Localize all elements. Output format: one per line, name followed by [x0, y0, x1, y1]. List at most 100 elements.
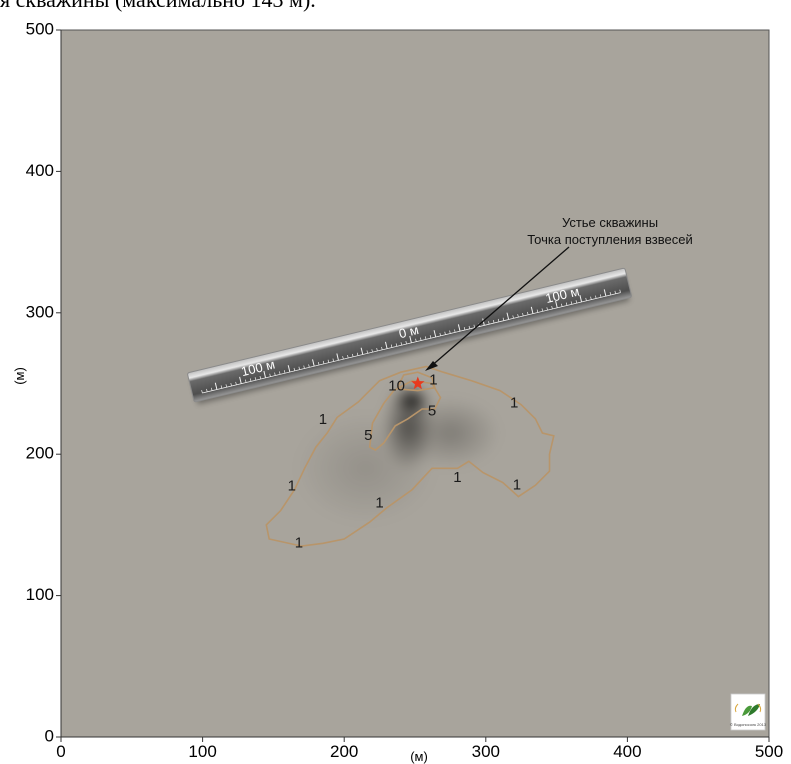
- ruler-tick: [283, 370, 286, 374]
- ruler-tick: [366, 350, 368, 354]
- y-axis-label: (м): [12, 367, 27, 385]
- ruler-tick: [400, 342, 403, 346]
- annotation-arrowhead: [425, 361, 438, 371]
- contour-label-2: 1: [319, 411, 327, 428]
- ruler-tick: [201, 390, 203, 394]
- ruler-tick: [420, 337, 422, 341]
- ruler-label-center: 0 м: [397, 322, 420, 341]
- ruler-tick: [384, 341, 388, 349]
- annotation-arrow: [428, 246, 570, 369]
- contour-label-4: 1: [295, 534, 303, 551]
- ruler-tick: [444, 331, 446, 335]
- ruler-tick: [599, 294, 602, 298]
- ruler-tick: [530, 306, 534, 314]
- ruler-tick: [390, 344, 393, 348]
- contour-label-3: 1: [288, 478, 296, 495]
- ruler-tick: [332, 358, 334, 362]
- axes: 0 100 200 300 400 500 0 100 200 300 400 500: [26, 19, 784, 761]
- ruler-tick: [360, 347, 364, 355]
- ruler-tick: [590, 296, 592, 300]
- ruler-tick: [327, 359, 330, 363]
- ruler-tick: [457, 324, 461, 332]
- ruler-tick: [609, 291, 612, 296]
- ruler-tick: [555, 300, 558, 308]
- x-tick-label: 200: [330, 742, 358, 761]
- ruler-tick: [269, 373, 271, 377]
- suspension-plume: [294, 380, 500, 525]
- ruler-tick: [522, 312, 524, 317]
- ruler-tick: [429, 335, 432, 339]
- ruler-tick: [488, 321, 490, 325]
- ruler-tick: [356, 352, 359, 356]
- ruler-tick: [352, 353, 354, 357]
- ruler-tick: [595, 295, 597, 299]
- ruler-tick: [259, 376, 262, 380]
- x-tick-label: 400: [613, 742, 641, 761]
- ruler-tick: [287, 365, 291, 373]
- ruler-tick: [561, 303, 563, 307]
- ruler-tick: [575, 300, 578, 304]
- contour-label-7: 1: [513, 476, 521, 493]
- plume-blob-3: [294, 411, 437, 525]
- ruler-tick: [468, 325, 471, 329]
- ruler-tick: [395, 343, 398, 347]
- contour-label-10: 10: [388, 377, 405, 394]
- y-tick-label: 0: [45, 726, 54, 745]
- ruler-tick: [317, 362, 320, 366]
- x-tick-label: 100: [188, 742, 216, 761]
- ruler-tick: [405, 341, 407, 345]
- ruler-tick: [614, 290, 616, 294]
- contour-10: [397, 371, 436, 392]
- y-tick-label: 400: [26, 161, 54, 180]
- contour-label-1: 1: [510, 394, 518, 411]
- ruler-tick: [517, 314, 519, 318]
- ruler-tick: [546, 307, 548, 311]
- ruler-tick: [279, 371, 281, 375]
- y-tick-label: 500: [26, 19, 54, 38]
- contour-1: [265, 365, 555, 547]
- contour-label-5: 1: [375, 495, 383, 512]
- ruler-tick: [371, 349, 373, 353]
- ruler-tick: [463, 326, 466, 331]
- ruler-tick: [497, 318, 500, 322]
- ruler-tick: [585, 297, 587, 301]
- contour-label-9: 5: [428, 403, 436, 420]
- partial-caption: я скважины (максимально 143 м).: [0, 0, 316, 13]
- ruler-scale: [201, 289, 621, 394]
- ruler-tick: [415, 338, 417, 342]
- ruler-tick: [249, 378, 252, 382]
- source-point: [411, 376, 425, 390]
- y-tick-label: 100: [26, 585, 54, 604]
- ruler-tick: [312, 359, 315, 367]
- ruler-tick: [579, 295, 583, 303]
- ruler-tick: [381, 346, 383, 350]
- ruler-tick: [482, 318, 485, 326]
- ruler-tick: [506, 312, 510, 320]
- ruler-baseline: [202, 292, 621, 394]
- ruler-tick: [342, 356, 344, 360]
- ruler-tick: [570, 301, 573, 305]
- ruler-tick: [245, 379, 247, 383]
- ruler-tick: [293, 367, 296, 371]
- ruler-tick: [230, 383, 232, 387]
- ruler-tick: [225, 384, 227, 388]
- ruler-tick: [473, 324, 475, 328]
- concentration-contours: 1 1 1 1 1 1 1 1 5 5 10: [265, 365, 555, 551]
- ruler-tick: [220, 385, 223, 389]
- ruler-tick: [409, 335, 412, 343]
- ruler-tick: [454, 329, 456, 333]
- ruler-tick: [512, 315, 514, 319]
- ruler-tick: [424, 336, 427, 340]
- x-tick-label: 300: [472, 742, 500, 761]
- ruler-tick: [254, 377, 257, 381]
- annotation-line-2: Точка поступления взвесей: [527, 232, 692, 247]
- ruler-tick: [303, 365, 305, 369]
- logo-credit: © Водоносолк 2013: [730, 722, 767, 727]
- contour-label-8: 5: [364, 427, 372, 444]
- source-star: [411, 376, 425, 390]
- ruler-tick: [536, 309, 539, 313]
- ruler-tick: [235, 381, 237, 385]
- annotation-line-1: Устье скважины: [562, 215, 658, 230]
- x-axis-label: (м): [410, 749, 428, 764]
- contour-label-6: 1: [453, 469, 461, 486]
